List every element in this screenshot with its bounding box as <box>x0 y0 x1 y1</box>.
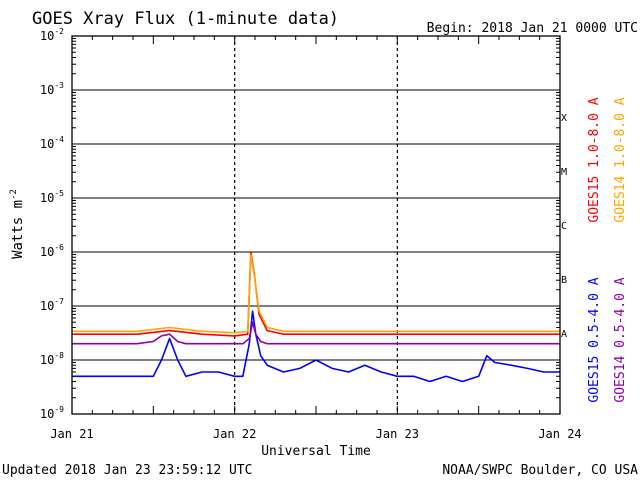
legend-item: GOES14 0.5-4.0 A <box>613 277 628 402</box>
footer-source: NOAA/SWPC Boulder, CO USA <box>442 463 638 478</box>
y-tick-label: 10-7 <box>40 297 64 313</box>
legend-item: GOES14 1.0-8.0 A <box>613 97 628 222</box>
legend: GOES15 1.0-8.0 A GOES14 1.0-8.0 A GOES15 0… <box>587 97 628 402</box>
y-axis-label-exponent: -2 <box>9 189 19 200</box>
series-line <box>72 253 560 334</box>
flare-class-label: M <box>561 167 567 178</box>
x-tick-label: Jan 21 <box>50 427 93 441</box>
plot-frame <box>71 35 561 415</box>
y-axis-label: Watts m-2 <box>9 189 26 259</box>
y-tick-base: 10 <box>40 245 54 259</box>
y-tick-exponent: -9 <box>54 405 64 414</box>
y-axis-title: Watts m-2 <box>9 189 26 259</box>
y-tick-exponent: -3 <box>54 81 64 90</box>
flare-class-labels: X M C B A <box>561 113 567 340</box>
flare-class-label: B <box>561 275 567 286</box>
y-tick-exponent: -2 <box>54 27 64 36</box>
x-tick-label: Jan 22 <box>213 427 256 441</box>
y-tick-label: 10-4 <box>40 135 64 151</box>
y-tick-exponent: -5 <box>54 189 64 198</box>
y-tick-exponent: -4 <box>54 135 64 144</box>
y-tick-base: 10 <box>40 299 54 313</box>
y-tick-base: 10 <box>40 191 54 205</box>
series-layer <box>72 251 560 383</box>
x-axis-label: Universal Time <box>261 444 371 459</box>
y-tick-label: 10-5 <box>40 189 64 205</box>
y-tick-base: 10 <box>40 407 54 421</box>
y-tick-exponent: -7 <box>54 297 64 306</box>
y-tick-label: 10-8 <box>40 351 64 367</box>
flare-class-label: X <box>561 113 567 124</box>
y-axis-label-text: Watts m <box>10 200 26 259</box>
chart-title: GOES Xray Flux (1-minute data) <box>32 9 339 29</box>
flare-class-label: A <box>561 329 567 340</box>
series-line <box>72 321 560 345</box>
y-tick-base: 10 <box>40 137 54 151</box>
legend-item: GOES15 1.0-8.0 A <box>587 97 602 222</box>
y-tick-base: 10 <box>40 353 54 367</box>
y-tick-base: 10 <box>40 29 54 43</box>
y-tick-label: 10-3 <box>40 81 64 97</box>
footer-updated: Updated 2018 Jan 23 23:59:12 UTC <box>2 463 252 478</box>
legend-item: GOES15 0.5-4.0 A <box>587 277 602 402</box>
series-line <box>72 310 560 383</box>
y-tick-label: 10-6 <box>40 243 64 259</box>
y-tick-exponent: -6 <box>54 243 64 252</box>
series-line <box>72 251 560 337</box>
y-tick-label: 10-2 <box>40 27 64 43</box>
x-tick-label: Jan 23 <box>376 427 419 441</box>
y-tick-exponent: -8 <box>54 351 64 360</box>
flare-class-label: C <box>561 221 567 232</box>
y-tick-base: 10 <box>40 83 54 97</box>
begin-label: Begin: 2018 Jan 21 0000 UTC <box>427 21 638 36</box>
x-tick-label: Jan 24 <box>538 427 581 441</box>
y-tick-label: 10-9 <box>40 405 64 421</box>
